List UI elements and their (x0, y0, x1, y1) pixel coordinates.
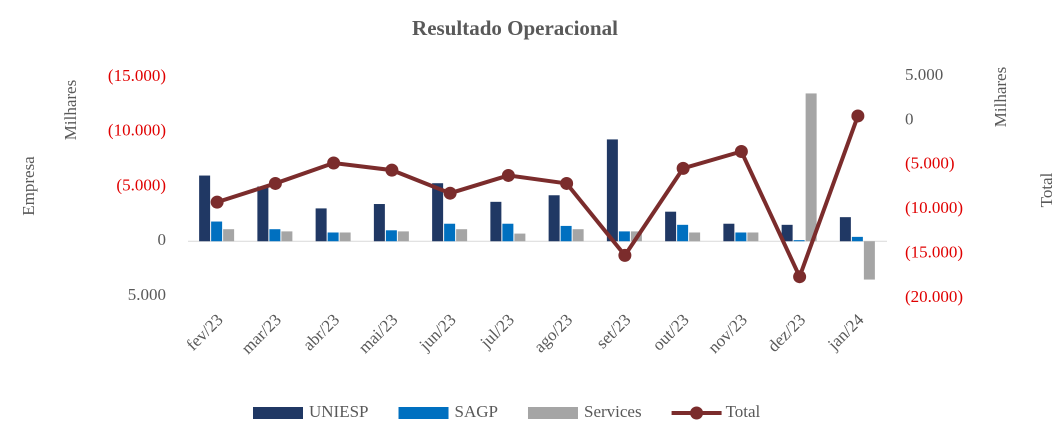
bar (397, 231, 409, 242)
line-point (676, 161, 690, 175)
legend-swatch (527, 407, 578, 419)
bar (548, 195, 560, 242)
legend-item: UNIESP (253, 402, 369, 421)
y2-tick-label: (10.000) (905, 198, 963, 217)
line-point (560, 176, 574, 190)
bar (723, 223, 735, 242)
x-tick-label: jul/23 (476, 310, 518, 352)
bar (456, 229, 468, 242)
bar (781, 224, 793, 242)
bar (747, 232, 759, 242)
bar (689, 232, 701, 242)
line-point (443, 186, 457, 200)
bar (257, 186, 269, 242)
line-point (734, 144, 748, 158)
chart-title: Resultado Operacional (412, 16, 618, 40)
legend-label: Total (726, 402, 761, 421)
bar (665, 211, 677, 242)
bar (432, 183, 444, 242)
line-point (210, 195, 224, 209)
x-tick-label: fev/23 (183, 310, 227, 354)
x-tick-label: set/23 (592, 310, 634, 352)
bar (793, 240, 805, 242)
bar (851, 236, 863, 242)
bar (269, 229, 281, 242)
x-tick-label: nov/23 (704, 310, 751, 357)
legend-label: SAGP (455, 402, 498, 421)
y-tick-label: (5.000) (116, 175, 166, 194)
line-point (851, 109, 865, 123)
y2-tick-label: 5.000 (905, 65, 943, 84)
legend-swatch (253, 407, 303, 419)
y2-axis-label: Total (1037, 172, 1056, 207)
bar (211, 221, 223, 242)
x-tick-label: ago/23 (530, 310, 576, 356)
y2-tick-label: (5.000) (905, 154, 955, 173)
y-unit-label: Milhares (61, 80, 80, 140)
legend-item: SAGP (398, 402, 498, 421)
bar (385, 230, 397, 242)
bar (223, 229, 235, 242)
y-tick-label: 5.000 (128, 285, 166, 304)
y-tick-label: (15.000) (108, 66, 166, 85)
x-tick-label: jan/24 (823, 310, 868, 355)
bar (502, 223, 514, 242)
bar (315, 208, 327, 242)
bar (490, 201, 502, 242)
line-point (327, 156, 341, 170)
line-point (618, 248, 632, 262)
bar (373, 204, 385, 242)
bar (444, 223, 456, 242)
legend-swatch (398, 407, 449, 419)
legend-item: Total (671, 402, 761, 421)
bar (606, 139, 618, 242)
legend-label: UNIESP (309, 402, 369, 421)
x-tick-label: jun/23 (415, 310, 460, 355)
bar (327, 232, 339, 242)
x-tick-label: mar/23 (237, 310, 284, 357)
line-point (385, 163, 399, 177)
line (216, 115, 860, 282)
bar (839, 217, 851, 242)
bar (735, 232, 747, 242)
y-tick-label: 0 (158, 230, 167, 249)
bar (572, 229, 584, 242)
legend-label: Services (584, 402, 642, 421)
y-axis-label: Empresa (19, 156, 38, 216)
bar (514, 233, 526, 242)
legend-marker (690, 406, 704, 420)
x-tick-label: mai/23 (355, 310, 402, 357)
y-tick-label: (10.000) (108, 121, 166, 140)
bar (560, 225, 572, 242)
bar (863, 241, 875, 280)
x-tick-label: out/23 (649, 310, 693, 354)
line-point (793, 270, 807, 284)
x-tick-label: abr/23 (299, 310, 343, 354)
bar (339, 232, 351, 242)
line-point (501, 168, 515, 182)
line-point (268, 176, 282, 190)
legend-item: Services (527, 402, 642, 421)
bar (805, 93, 817, 242)
y2-tick-label: (15.000) (905, 243, 963, 262)
bar (618, 231, 630, 242)
y2-tick-label: 0 (905, 109, 914, 128)
x-tick-label: dez/23 (764, 310, 809, 355)
y2-tick-label: (20.000) (905, 287, 963, 306)
y2-unit-label: Milhares (991, 67, 1010, 127)
bar (677, 224, 689, 242)
bar (199, 175, 211, 242)
bar (281, 231, 293, 242)
